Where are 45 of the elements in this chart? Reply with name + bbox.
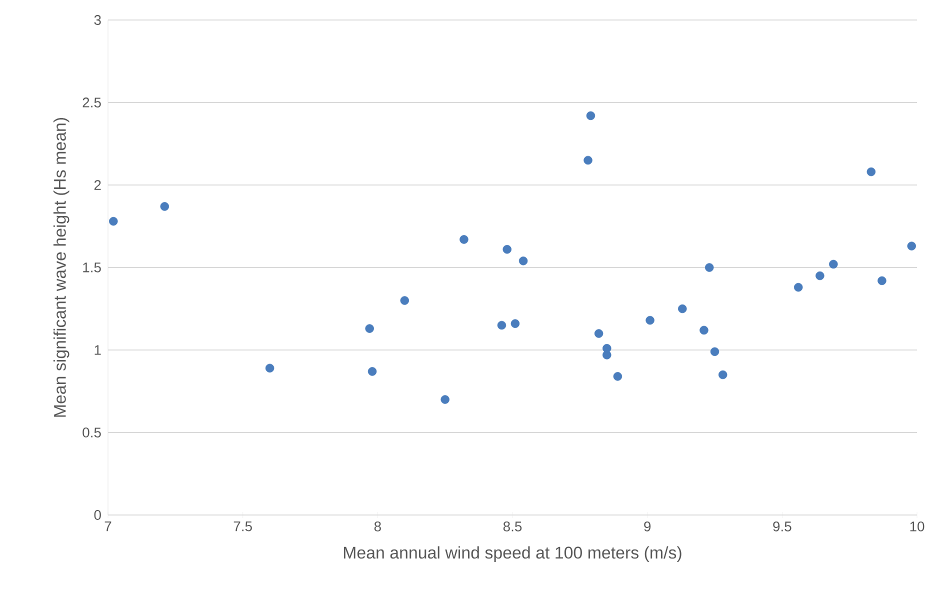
y-tick-label: 0 xyxy=(94,510,101,520)
y-tick-label: 3 xyxy=(94,15,101,25)
point xyxy=(646,316,654,325)
point xyxy=(510,319,520,328)
point xyxy=(816,271,824,280)
y-tick-label: 2 xyxy=(94,180,101,190)
point xyxy=(584,156,592,165)
point xyxy=(602,344,612,353)
point xyxy=(878,276,886,286)
y-tick-label: 1.5 xyxy=(83,262,101,272)
x-tick-label: 8 xyxy=(374,522,381,532)
point xyxy=(586,111,596,120)
point xyxy=(440,395,450,404)
point xyxy=(497,320,506,330)
point xyxy=(866,167,876,176)
point xyxy=(594,329,604,338)
point xyxy=(718,370,728,380)
point xyxy=(109,216,118,226)
x-axis-title: Mean annual wind speed at 100 meters (m/s) xyxy=(344,546,682,562)
point xyxy=(400,296,410,305)
x-tick-label: 7 xyxy=(104,522,112,532)
y-tick-label: 0.5 xyxy=(82,428,101,438)
point xyxy=(502,244,512,254)
point xyxy=(518,256,528,266)
point xyxy=(160,202,170,211)
point xyxy=(700,326,708,335)
y-tick-label: 2.5 xyxy=(82,98,101,108)
point xyxy=(710,347,720,356)
point xyxy=(368,367,377,376)
point xyxy=(794,282,803,292)
point xyxy=(460,235,468,244)
point xyxy=(907,242,916,250)
x-tick-label: 8.5 xyxy=(503,522,522,532)
point xyxy=(613,372,622,381)
x-tick-label: 7.5 xyxy=(234,522,252,532)
point xyxy=(678,304,687,314)
x-tick-label: 10 xyxy=(910,522,924,532)
point xyxy=(365,324,374,333)
point xyxy=(265,364,274,373)
y-tick-label: 1 xyxy=(94,345,101,355)
x-tick-label: 9.5 xyxy=(773,522,792,532)
point xyxy=(829,260,838,269)
y-axis-title: Mean significant wave height (Hs mean) xyxy=(53,118,70,417)
point xyxy=(704,263,714,272)
x-tick-label: 9 xyxy=(644,522,651,532)
